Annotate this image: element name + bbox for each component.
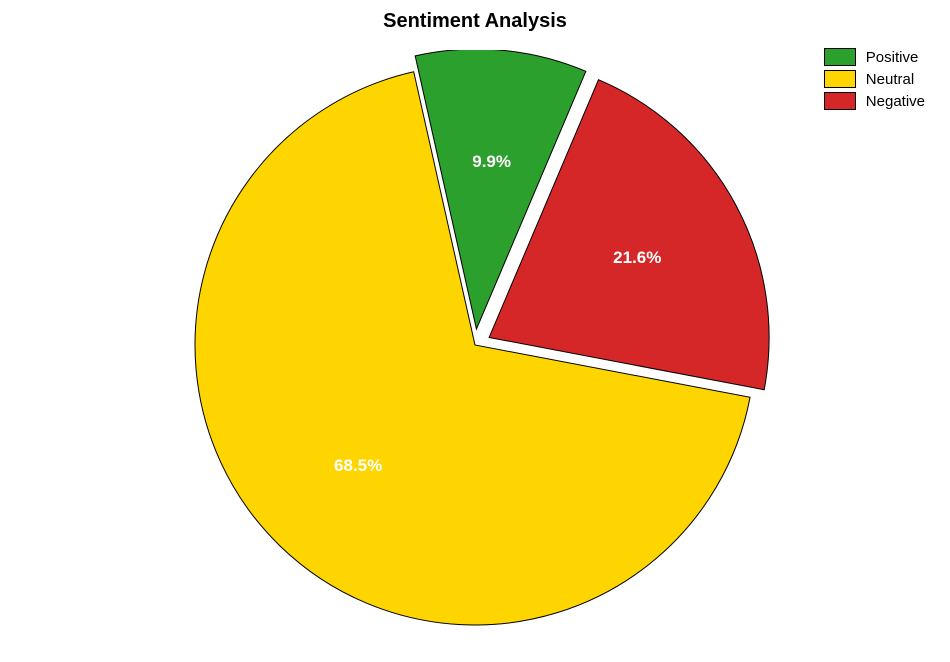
legend-item-neutral: Neutral <box>824 70 925 88</box>
legend: Positive Neutral Negative <box>824 48 925 114</box>
legend-item-negative: Negative <box>824 92 925 110</box>
pie-plot <box>165 50 785 650</box>
legend-swatch-positive <box>824 48 856 66</box>
legend-label-positive: Positive <box>866 49 919 66</box>
slice-label-negative: 21.6% <box>613 248 661 268</box>
slice-label-positive: 9.9% <box>472 152 511 172</box>
legend-swatch-negative <box>824 92 856 110</box>
legend-item-positive: Positive <box>824 48 925 66</box>
sentiment-pie-chart: Sentiment Analysis Positive Neutral Nega… <box>0 0 950 662</box>
legend-label-neutral: Neutral <box>866 71 914 88</box>
legend-swatch-neutral <box>824 70 856 88</box>
chart-title: Sentiment Analysis <box>383 10 567 33</box>
legend-label-negative: Negative <box>866 93 925 110</box>
slice-label-neutral: 68.5% <box>334 456 382 476</box>
